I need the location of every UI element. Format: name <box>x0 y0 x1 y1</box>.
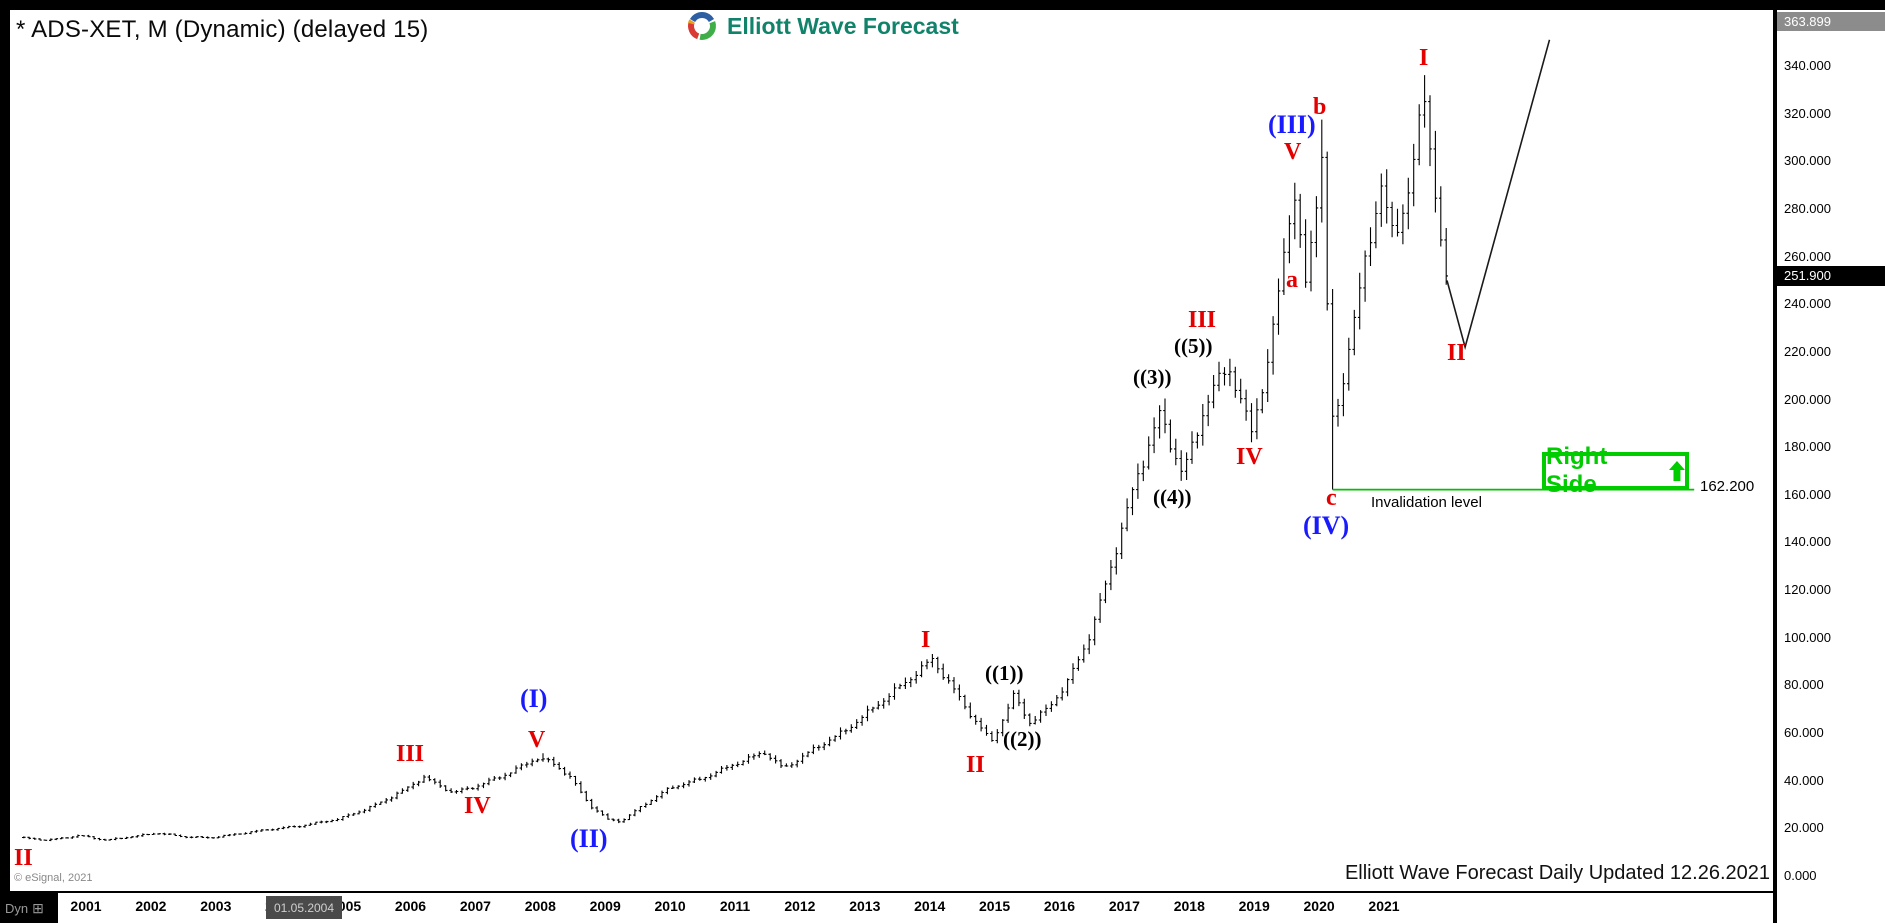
price-tick-label: 160.000 <box>1784 486 1831 502</box>
grid-icon: ⊞ <box>32 900 44 916</box>
year-label: 2006 <box>394 898 427 914</box>
time-axis[interactable]: 2001200220032004200520062007200820092010… <box>10 893 1773 923</box>
price-tick-label: 120.000 <box>1784 582 1831 598</box>
year-label: 2001 <box>70 898 102 914</box>
year-label: 2021 <box>1368 898 1400 914</box>
price-axis[interactable]: 340.000 320.000 300.000 280.000 260.000 240.0… <box>1777 10 1885 923</box>
year-label: 2016 <box>1043 898 1076 914</box>
year-label: 2020 <box>1303 898 1335 914</box>
year-label: 2007 <box>459 898 491 914</box>
price-tick-label: 140.000 <box>1784 534 1831 550</box>
year-label: 2003 <box>200 898 232 914</box>
date-box: 01.05.2004 <box>266 896 342 919</box>
dyn-status-label: Dyn <box>5 900 29 916</box>
year-label: 2010 <box>654 898 686 914</box>
price-tick-label: 80.000 <box>1784 677 1824 693</box>
year-label: 2013 <box>849 898 881 914</box>
year-label: 2015 <box>979 898 1011 914</box>
year-label: 2019 <box>1238 898 1270 914</box>
year-label: 2017 <box>1108 898 1140 914</box>
price-tick-label: 0.000 <box>1784 868 1817 883</box>
year-label: 2002 <box>135 898 167 914</box>
last-price-box: 251.900 <box>1777 265 1885 286</box>
price-tick-label: 200.000 <box>1784 391 1831 407</box>
year-label: 2012 <box>784 898 816 914</box>
year-label: 2018 <box>1173 898 1205 914</box>
status-corner: Dyn ⊞ <box>0 893 58 923</box>
price-tick-label: 40.000 <box>1784 772 1824 788</box>
price-tick-label: 220.000 <box>1784 343 1831 359</box>
price-tick-label: 280.000 <box>1784 200 1831 216</box>
price-tick-label: 20.000 <box>1784 820 1824 836</box>
price-tick-label: 240.000 <box>1784 296 1831 312</box>
price-tick-label: 260.000 <box>1784 248 1831 264</box>
price-tick-label: 300.000 <box>1784 153 1831 169</box>
year-label: 2011 <box>719 898 751 914</box>
price-tick-label: 180.000 <box>1784 439 1831 455</box>
year-label: 2014 <box>914 898 946 914</box>
ohlc-bars <box>22 75 1448 842</box>
price-tick-label: 340.000 <box>1784 58 1831 73</box>
price-tick-label: 320.000 <box>1784 105 1831 121</box>
year-label: 2009 <box>589 898 621 914</box>
plot-area[interactable] <box>10 10 1773 891</box>
axis-max-value-box: 363.899 <box>1777 12 1885 31</box>
price-tick-label: 100.000 <box>1784 629 1831 645</box>
year-label: 2008 <box>524 898 556 914</box>
forecast-projection-line <box>1446 39 1551 351</box>
price-tick-label: 60.000 <box>1784 725 1824 741</box>
